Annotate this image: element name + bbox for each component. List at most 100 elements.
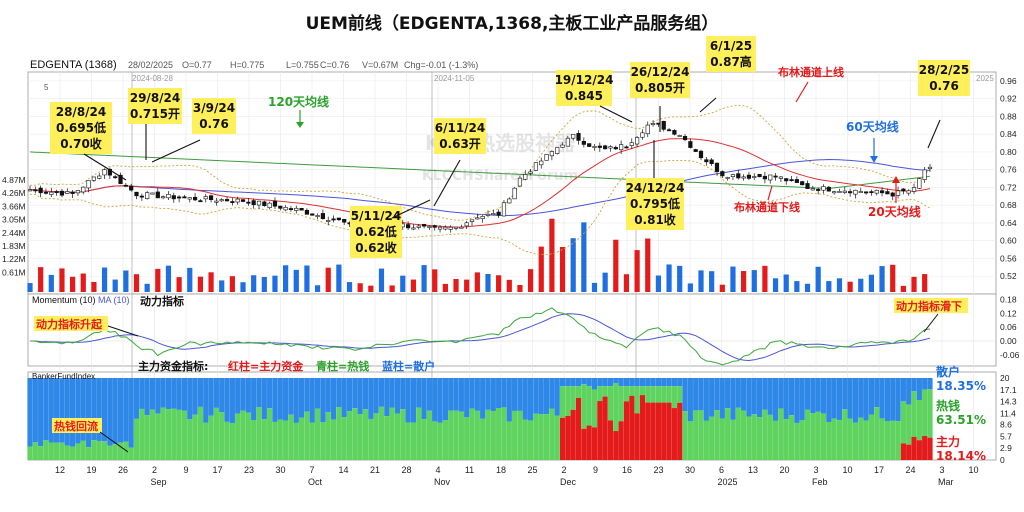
candle-body	[544, 154, 549, 161]
volume-bar	[464, 279, 470, 292]
candle-body	[97, 175, 102, 179]
volume-bar	[123, 270, 129, 292]
volume-bar	[325, 267, 331, 292]
fund-tick: 8.6	[1000, 420, 1012, 430]
x-tick: 24	[905, 465, 915, 475]
label-hot-back: 热钱回流	[54, 419, 98, 433]
candle-body	[693, 149, 698, 152]
x-tick: 10	[968, 465, 978, 475]
fund-bar-retail	[666, 378, 672, 387]
candle-body	[192, 196, 198, 201]
fund-bar-hot	[410, 422, 417, 460]
momentum-line	[29, 307, 931, 366]
fund-bar-hot	[437, 422, 443, 460]
ohlc-change: Chg=-0.01 (-1.3%)	[404, 60, 478, 70]
fund-bar-retail	[410, 378, 417, 423]
volume-bar	[400, 275, 406, 292]
fund-bar-hot	[59, 442, 65, 460]
fund-bar-main	[597, 401, 603, 460]
x-tick: 25	[527, 465, 537, 475]
candle-body	[549, 151, 554, 157]
fund-bar-hot	[112, 444, 118, 460]
x-tick: 9	[593, 465, 598, 475]
fund-bar-hot	[267, 408, 273, 460]
volume-bar	[176, 277, 182, 292]
fund-title: 主力资金指标:	[138, 359, 208, 373]
volume-bar	[410, 279, 417, 292]
callout-arrow	[599, 105, 633, 123]
fund-bar-main	[916, 440, 922, 460]
fund-bar-hot	[480, 418, 486, 460]
fund-bar-retail	[298, 378, 305, 418]
candle-body	[33, 189, 38, 192]
fund-bar-main	[927, 437, 933, 460]
momentum-tick: 0.00	[1000, 336, 1017, 346]
candle-body	[895, 190, 901, 196]
fund-bar-retail	[123, 378, 129, 442]
x-tick: 30	[685, 465, 695, 475]
candle-body	[528, 171, 533, 174]
candle-body	[134, 191, 139, 197]
callout-text: 6/11/24	[435, 121, 486, 135]
fund-bar-hot	[442, 420, 448, 460]
fund-bar-retail	[741, 378, 747, 411]
candle-body	[523, 174, 528, 180]
fund-bar-retail	[549, 378, 555, 409]
fund-bar-main	[591, 427, 598, 460]
fund-bar-hot	[517, 410, 523, 460]
indicator-lines	[29, 104, 931, 256]
volume-bar	[751, 270, 757, 292]
fund-bar-retail	[490, 378, 496, 411]
candle-body	[278, 205, 283, 209]
candle-body	[113, 176, 118, 179]
fund-bar-retail	[416, 378, 422, 408]
fund-bar-hot	[272, 421, 278, 460]
fund-bar-retail	[133, 378, 140, 419]
callout-arrow	[391, 199, 431, 219]
volume-bar	[389, 285, 395, 292]
fund-bar-hot	[389, 407, 395, 460]
fund-bar-hot	[815, 411, 821, 460]
volume-bar	[719, 284, 725, 292]
fund-bar-hot	[506, 421, 512, 460]
fund-bar-hot	[309, 422, 315, 460]
fund-bar-retail	[623, 378, 630, 387]
fund-bar-hot	[405, 422, 411, 460]
fund-bar-retail	[522, 378, 528, 420]
fund-bar-retail	[165, 378, 172, 410]
volume-bar	[698, 270, 704, 292]
fund-bar-retail	[804, 378, 811, 410]
fund-bar-retail	[176, 378, 182, 410]
candle-body	[608, 146, 613, 149]
volume-bar	[730, 266, 736, 292]
volume-bar	[357, 283, 363, 292]
volume-bar	[666, 264, 672, 292]
x-tick-sub: Dec	[560, 477, 577, 487]
candle-body	[123, 184, 128, 187]
fund-bar-retail	[208, 378, 214, 416]
candle-body	[320, 213, 325, 220]
candle-body	[288, 208, 294, 210]
fund-bar-retail	[197, 378, 204, 407]
fund-bar-hot	[741, 410, 747, 460]
candle-body	[805, 183, 810, 189]
fund-bar-retail	[384, 378, 390, 417]
fund-bar-hot	[762, 409, 768, 460]
fund-bar-retail	[101, 378, 108, 442]
volume-bar	[27, 283, 33, 292]
fund-bar-retail	[496, 378, 502, 409]
volume-bar	[272, 275, 278, 292]
candle-body	[917, 178, 922, 189]
fund-bar-main	[602, 396, 608, 460]
fund-bar-hot	[203, 422, 209, 460]
candle-body	[555, 147, 560, 154]
fund-bar-retail	[639, 378, 646, 387]
fund-bar-hot	[501, 407, 507, 460]
fund-bar-hot	[85, 447, 92, 460]
x-tick-sub: Feb	[812, 477, 828, 487]
candle-body	[475, 217, 480, 220]
fund-bar-retail	[586, 378, 592, 387]
fund-bar-retail	[32, 378, 38, 443]
volume-bar	[900, 285, 906, 292]
